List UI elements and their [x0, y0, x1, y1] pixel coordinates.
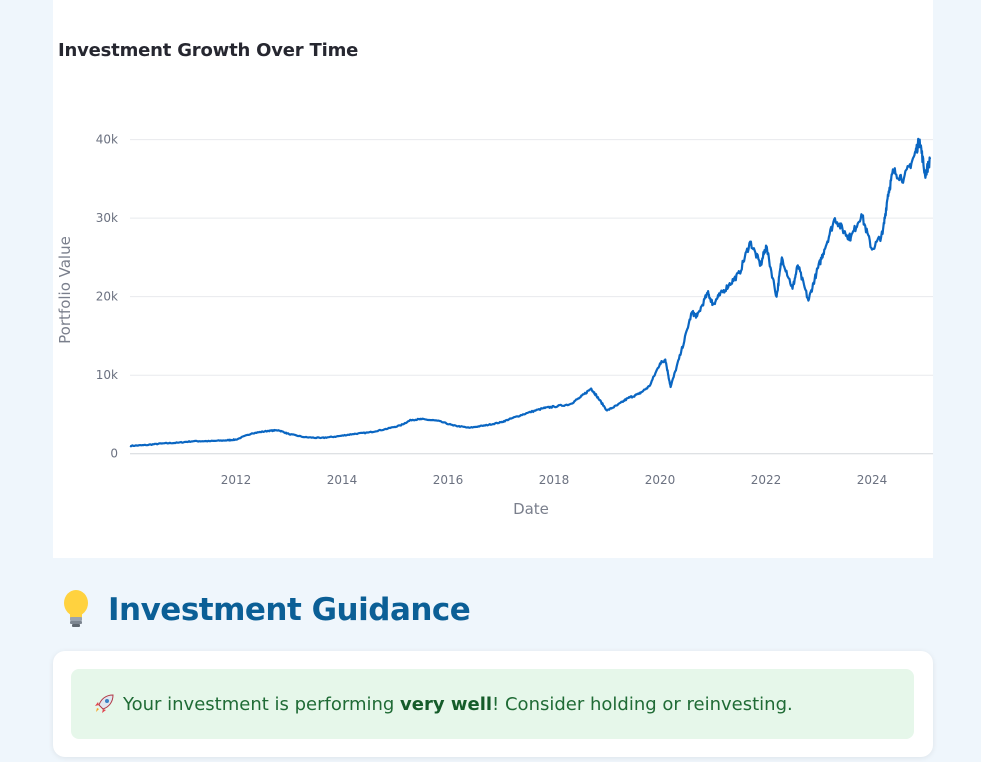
- section-heading: Investment Guidance: [58, 588, 471, 632]
- y-tick-label: 40k: [96, 133, 118, 147]
- chart-card: Investment Growth Over Time 0 10k 20k 30k 40…: [53, 0, 933, 558]
- x-tick-label: 2016: [433, 473, 464, 487]
- y-axis-title: Portfolio Value: [56, 236, 74, 344]
- grid-lines: [130, 139, 933, 455]
- message-emphasis: very well: [400, 693, 493, 715]
- rocket-icon: [93, 693, 115, 715]
- message-start: Your investment is performing: [123, 693, 401, 715]
- x-tick-label: 2014: [327, 473, 358, 487]
- y-tick-label: 20k: [96, 290, 118, 304]
- x-tick-label: 2022: [751, 473, 782, 487]
- y-tick-label: 10k: [96, 368, 118, 382]
- guidance-message: Your investment is performing very well!…: [123, 694, 793, 715]
- success-alert: Your investment is performing very well!…: [71, 669, 914, 739]
- x-tick-label: 2024: [857, 473, 888, 487]
- y-axis-ticks: 0 10k 20k 30k 40k: [96, 133, 118, 461]
- chart-title: Investment Growth Over Time: [58, 40, 359, 61]
- guidance-heading: Investment Guidance: [108, 592, 471, 628]
- x-tick-label: 2012: [221, 473, 252, 487]
- y-tick-label: 0: [110, 447, 118, 461]
- y-tick-label: 30k: [96, 211, 118, 225]
- x-axis-ticks: 2012 2014 2016 2018 2020 2022 2024: [221, 473, 888, 487]
- portfolio-value-line[interactable]: [129, 137, 932, 448]
- x-axis-title: Date: [513, 500, 549, 518]
- x-tick-label: 2018: [539, 473, 570, 487]
- guidance-card: Your investment is performing very well!…: [53, 651, 933, 757]
- x-tick-label: 2020: [645, 473, 676, 487]
- message-end: ! Consider holding or reinvesting.: [492, 693, 793, 715]
- lightbulb-icon: [58, 588, 94, 632]
